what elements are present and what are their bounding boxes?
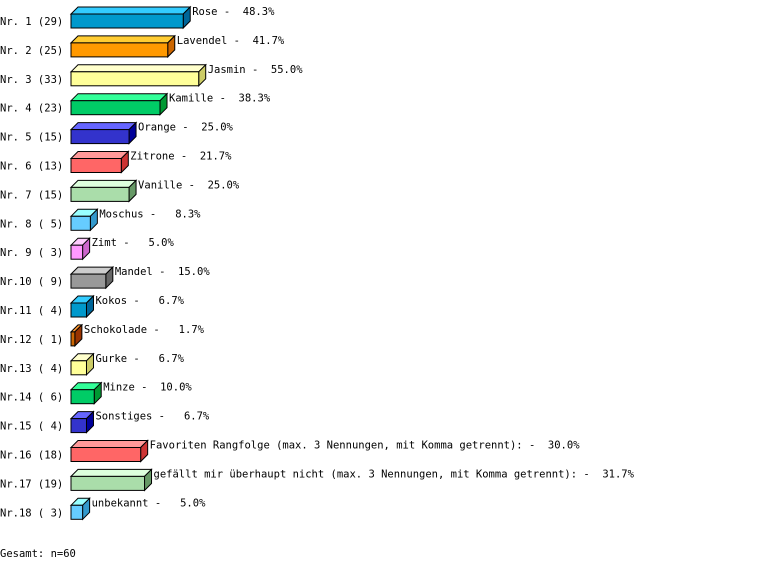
- value-label: Orange - 25.0%: [138, 122, 234, 134]
- total-label: Gesamt: n=60: [0, 548, 76, 560]
- bar: [70, 360, 87, 376]
- bar-top: [69, 179, 138, 188]
- bar-top: [69, 440, 149, 448]
- value-label: Sonstiges - 6.7%: [95, 411, 209, 423]
- bar: [70, 158, 122, 173]
- value-label: Jasmin - 55.0%: [208, 64, 304, 76]
- value-label: Lavendel - 41.7%: [177, 35, 285, 47]
- bar: [70, 186, 130, 202]
- row-label: Nr.15 ( 4): [0, 421, 63, 433]
- value-label: Rose - 48.3%: [192, 6, 275, 18]
- bar: [70, 389, 95, 405]
- row-label: Nr.14 ( 6): [0, 392, 63, 404]
- value-label: Mandel - 15.0%: [115, 266, 211, 278]
- row-label: Nr. 6 (13): [0, 161, 63, 173]
- row-label: Nr.11 ( 4): [0, 305, 63, 317]
- value-label: Gurke - 6.7%: [95, 353, 184, 365]
- bar-top: [69, 35, 176, 44]
- bar: [70, 302, 87, 318]
- row-label: Nr.16 (18): [0, 450, 63, 462]
- bar: [70, 129, 130, 145]
- row-label: Nr. 7 (15): [0, 189, 63, 201]
- value-label: unbekannt - 5.0%: [92, 497, 206, 509]
- row-label: Nr.17 (19): [0, 478, 63, 490]
- row-label: Nr.12 ( 1): [0, 334, 63, 346]
- value-label: Favoriten Rangfolge (max. 3 Nennungen, m…: [150, 440, 581, 452]
- bar: [70, 273, 107, 289]
- bar-top: [69, 151, 130, 159]
- bar: [70, 244, 84, 260]
- row-label: Nr. 8 ( 5): [0, 218, 63, 230]
- row-label: Nr. 5 (15): [0, 132, 63, 144]
- bar: [70, 475, 146, 491]
- row-label: Nr. 2 (25): [0, 45, 63, 57]
- value-label: Kamille - 38.3%: [169, 93, 271, 105]
- bar: [70, 42, 169, 58]
- value-label: Minze - 10.0%: [103, 382, 192, 394]
- bar: [70, 504, 84, 520]
- row-label: Nr.18 ( 3): [0, 507, 63, 519]
- value-label: Moschus - 8.3%: [99, 208, 201, 220]
- row-label: Nr.13 ( 4): [0, 363, 63, 375]
- row-label: Nr. 1 (29): [0, 16, 63, 28]
- row-label: Nr. 9 ( 3): [0, 247, 63, 259]
- value-label: Schokolade - 1.7%: [84, 324, 205, 336]
- bar-top: [69, 93, 169, 102]
- bar: [70, 331, 76, 347]
- row-label: Nr.10 ( 9): [0, 276, 63, 288]
- bar: [70, 100, 161, 116]
- row-label: Nr. 4 (23): [0, 103, 63, 115]
- value-label: Vanille - 25.0%: [138, 179, 240, 191]
- bar-top: [69, 468, 153, 477]
- bar-top: [69, 6, 192, 15]
- value-label: Zimt - 5.0%: [92, 237, 175, 249]
- value-label: Zitrone - 21.7%: [130, 151, 232, 163]
- bar: [70, 215, 91, 231]
- value-label: Kokos - 6.7%: [95, 295, 184, 307]
- value-label: gefällt mir überhaupt nicht (max. 3 Nenn…: [154, 468, 635, 480]
- row-label: Nr. 3 (33): [0, 74, 63, 86]
- bar: [70, 447, 142, 462]
- bar: [70, 418, 87, 434]
- bar-top: [69, 64, 207, 73]
- bar: [70, 13, 184, 29]
- bar: [70, 71, 200, 87]
- bar-top: [69, 122, 138, 131]
